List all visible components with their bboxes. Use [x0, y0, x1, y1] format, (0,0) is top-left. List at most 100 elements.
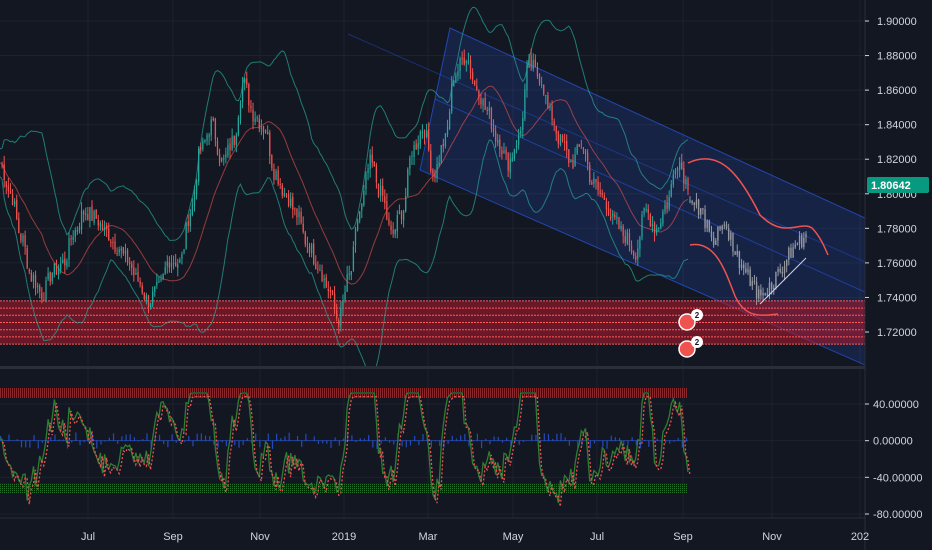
- oscillator-histogram-bar: [363, 438, 366, 441]
- candle-body: [264, 130, 267, 133]
- candle-body: [346, 274, 348, 292]
- projected-candle-body: [762, 292, 764, 296]
- oscillator-axis[interactable]: 40.00000 0.00000 -40.00000 -80.00000: [865, 399, 923, 521]
- bollinger-middle-band: [0, 85, 689, 285]
- price-tick-label: 1.84000: [877, 120, 917, 132]
- candle-body: [494, 131, 497, 141]
- candle-body: [51, 272, 53, 281]
- candle-body: [112, 241, 114, 243]
- candle-body: [513, 149, 516, 159]
- oscillator-histogram-bar: [96, 440, 98, 449]
- oscillator-histogram-bar: [673, 440, 675, 442]
- projected-candle-body: [781, 271, 784, 274]
- oscillator-histogram-bar: [305, 433, 307, 441]
- oscillator-histogram-bar: [230, 440, 232, 442]
- oscillator-histogram-bar: [158, 434, 161, 441]
- candle-body: [490, 107, 493, 129]
- oscillator-histogram-bar: [200, 433, 202, 441]
- candle-body: [363, 190, 365, 206]
- candle-body: [624, 235, 626, 243]
- oscillator-histogram-bar: [280, 438, 282, 441]
- projected-candle-body: [773, 287, 775, 290]
- projected-candle-body: [798, 235, 801, 244]
- candle-body: [179, 259, 181, 263]
- oscillator-histogram-bar: [409, 440, 412, 446]
- candle-body: [415, 143, 417, 150]
- oscillator-histogram-bar: [556, 433, 558, 441]
- oscillator-histogram-bar: [171, 434, 173, 441]
- candle-body: [538, 74, 541, 84]
- candle-body: [486, 109, 488, 111]
- candle-body: [643, 208, 645, 214]
- candle-body: [275, 171, 277, 180]
- candle-body: [315, 263, 317, 269]
- candle-body: [599, 190, 601, 194]
- candle-body: [580, 147, 582, 149]
- candle-body: [595, 179, 597, 183]
- candle-body: [474, 81, 476, 85]
- oscillator-histogram-bar: [506, 437, 508, 441]
- candle-body: [425, 130, 428, 138]
- candle-body: [131, 263, 133, 269]
- candle-body: [221, 158, 223, 162]
- candle-body: [591, 182, 593, 185]
- oscillator-histogram-bar: [54, 434, 56, 441]
- event-marker[interactable]: [678, 340, 696, 358]
- pane-separator[interactable]: [0, 366, 865, 369]
- candle-body: [384, 196, 386, 203]
- projected-candle-body: [775, 271, 777, 288]
- candle-body: [660, 223, 662, 229]
- candle-body: [248, 84, 250, 106]
- candle-body: [382, 185, 384, 196]
- oscillator-histogram-bar: [552, 438, 554, 441]
- time-tick-label: Jul: [81, 531, 95, 543]
- candle-body: [371, 154, 373, 163]
- candle-body: [616, 216, 618, 218]
- projected-candle-body: [749, 269, 751, 286]
- candle-body: [509, 159, 511, 173]
- price-tick-label: 1.88000: [877, 51, 917, 63]
- candle-body: [361, 203, 363, 211]
- oscillator-histogram-bar: [376, 440, 378, 449]
- candle-body: [402, 210, 405, 221]
- oscillator-histogram-bar: [129, 434, 131, 441]
- candle-body: [536, 67, 539, 77]
- candle-body: [676, 167, 679, 172]
- oscillator-histogram-bar: [439, 440, 441, 446]
- oscillator-histogram-bar: [572, 440, 575, 442]
- candle-body: [168, 261, 171, 268]
- candle-body: [524, 89, 526, 119]
- candle-body: [129, 261, 131, 264]
- candle-body: [662, 211, 664, 224]
- candle-body: [254, 118, 256, 122]
- projected-candle-body: [704, 209, 706, 228]
- candle-body: [223, 158, 225, 160]
- candle-body: [277, 170, 279, 185]
- candle-body: [214, 118, 217, 140]
- candle-body: [563, 141, 566, 143]
- oscillator-histogram-bar: [497, 436, 499, 441]
- event-marker[interactable]: [678, 313, 696, 331]
- time-axis[interactable]: Jul Sep Nov 2019 Mar May Jul Sep Nov 202: [81, 531, 869, 543]
- oscillator-tick-label: -80.00000: [873, 509, 923, 521]
- candle-body: [208, 134, 210, 137]
- oscillator-histogram-bar: [259, 440, 261, 448]
- price-axis[interactable]: 1.900001.880001.860001.840001.820001.800…: [865, 16, 917, 339]
- candle-body: [614, 214, 616, 218]
- oscillator-histogram-bar: [163, 440, 165, 445]
- oscillator-histogram-bar: [577, 440, 579, 449]
- candle-body: [116, 253, 118, 255]
- candle-body: [281, 185, 283, 196]
- oscillator-histogram-bar: [25, 440, 27, 448]
- candle-body: [218, 154, 221, 163]
- candle-body: [522, 117, 524, 130]
- oscillator-histogram-bar: [656, 438, 658, 441]
- projected-candle-body: [706, 220, 708, 228]
- projected-candle-body: [753, 280, 756, 282]
- candle-body: [603, 196, 606, 200]
- oscillator-bands: [0, 388, 688, 493]
- candle-body: [484, 97, 486, 110]
- candle-body: [235, 135, 237, 145]
